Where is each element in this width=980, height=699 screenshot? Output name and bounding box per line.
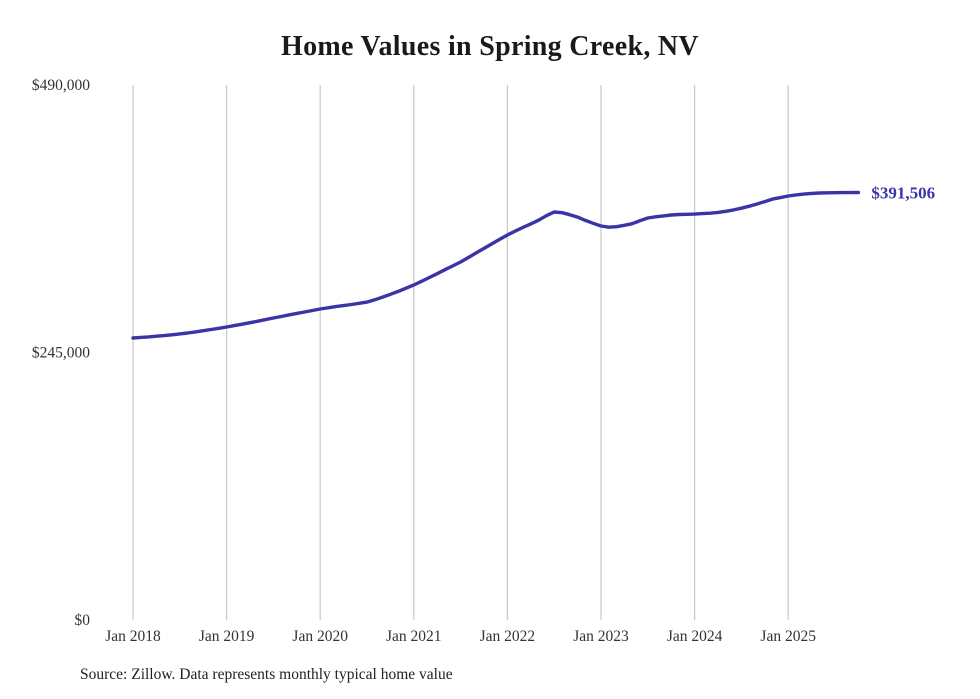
x-axis-label: Jan 2024: [667, 628, 723, 645]
chart-title: Home Values in Spring Creek, NV: [281, 31, 699, 62]
end-value-label: $391,506: [871, 184, 935, 203]
x-axis-label: Jan 2025: [760, 628, 816, 645]
x-axis-label: Jan 2020: [292, 628, 348, 645]
x-axis-label: Jan 2018: [105, 628, 161, 645]
y-axis-label: $0: [75, 612, 91, 629]
y-axis-label: $245,000: [32, 345, 90, 362]
y-axis-label: $490,000: [32, 77, 90, 94]
x-axis-label: Jan 2019: [199, 628, 255, 645]
value-line: [131, 190, 861, 340]
x-axis-label: Jan 2021: [386, 628, 442, 645]
x-axis-label: Jan 2023: [573, 628, 629, 645]
source-note: Source: Zillow. Data represents monthly …: [80, 666, 453, 683]
x-axis-label: Jan 2022: [480, 628, 536, 645]
